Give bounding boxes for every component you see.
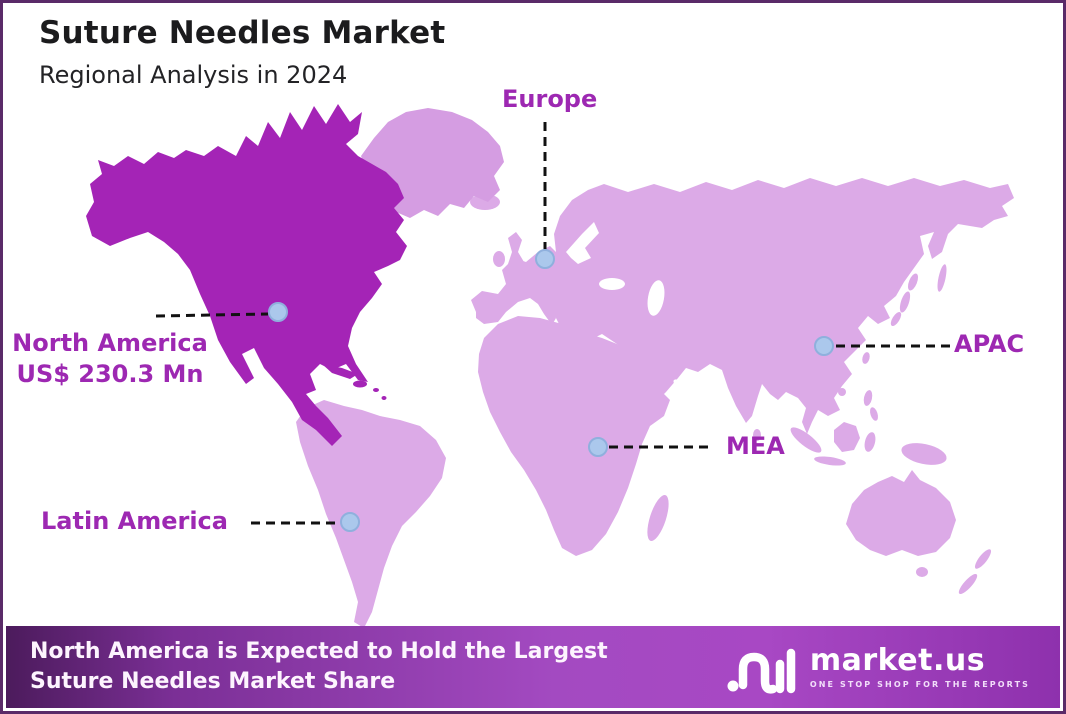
label-apac: APAC (954, 330, 1025, 358)
map-island-philippines-1 (863, 390, 873, 406)
map-region-south-america (296, 400, 446, 628)
north-america-name: North America (12, 329, 208, 357)
footer-headline: North America is Expected to Hold the La… (30, 637, 608, 697)
footer-headline-line1: North America is Expected to Hold the La… (30, 639, 608, 664)
map-island-java (814, 456, 846, 466)
leader-lines (155, 122, 950, 525)
caribbean-island-2 (381, 396, 387, 400)
map-island-nz-south (958, 573, 978, 595)
map-region-eurasia (471, 178, 1014, 434)
map-island-newguinea (901, 443, 947, 465)
map-island-madagascar (647, 495, 669, 541)
map-region-world (296, 178, 1014, 628)
map-island-sulawesi (864, 432, 876, 452)
map-region-australia (846, 470, 956, 556)
map-island-sakhalin (937, 264, 947, 292)
map-island-philippines-2 (870, 407, 878, 421)
label-latin-america: Latin America (41, 507, 228, 535)
map-island-sumatra (790, 427, 822, 453)
marker-north-america (268, 302, 288, 322)
marker-mea (588, 437, 608, 457)
world-map-svg (86, 104, 1014, 628)
map-island-uk (508, 232, 524, 270)
footer-headline-line2: Suture Needles Market Share (30, 669, 396, 694)
page-title: Suture Needles Market (39, 15, 446, 51)
map-island-taiwan (862, 352, 870, 364)
header: Suture Needles Market Regional Analysis … (39, 15, 445, 89)
brand-logo: market.us ONE STOP SHOP FOR THE REPORTS (725, 638, 1030, 696)
brand-tagline: ONE STOP SHOP FOR THE REPORTS (809, 679, 1030, 689)
map-island-ireland (493, 251, 505, 267)
map-island-tasmania (916, 567, 928, 577)
map-island-japan-1 (907, 273, 919, 291)
north-america-mainland (86, 104, 407, 446)
brand-name: market.us (809, 642, 986, 678)
caribbean-island-1 (373, 388, 379, 392)
marker-latin-america (340, 512, 360, 532)
map-island-iceland (470, 194, 500, 210)
region-markers (268, 249, 834, 532)
black-sea (599, 278, 625, 290)
caspian-sea (647, 280, 665, 316)
marker-apac (814, 336, 834, 356)
page-subtitle: Regional Analysis in 2024 (39, 61, 348, 89)
market-us-logo-icon (727, 648, 796, 694)
footer-banner: North America is Expected to Hold the La… (6, 626, 1060, 708)
caribbean-hispaniola (353, 380, 367, 388)
brand-wordmark: market.us ONE STOP SHOP FOR THE REPORTS (809, 642, 1030, 689)
map-island-borneo (834, 422, 860, 452)
label-mea: MEA (726, 432, 785, 460)
persian-gulf (673, 379, 691, 393)
map-island-japan-3 (890, 311, 902, 327)
map-inland-seas (566, 222, 691, 393)
north-america-value: US$ 230.3 Mn (16, 360, 204, 388)
world-map (6, 6, 1060, 708)
map-region-africa (478, 316, 670, 556)
map-region-north-america (86, 104, 407, 446)
label-north-america: North America US$ 230.3 Mn (7, 328, 213, 390)
label-europe: Europe (502, 85, 598, 113)
baltic-sea (566, 222, 599, 264)
map-island-japan-2 (899, 291, 911, 313)
leader-north-america (155, 312, 269, 318)
map-island-srilanka (753, 429, 761, 441)
map-island-nz-north (974, 549, 992, 569)
map-island-hainan (838, 388, 846, 396)
caribbean-cuba (322, 364, 358, 379)
marker-europe (535, 249, 555, 269)
